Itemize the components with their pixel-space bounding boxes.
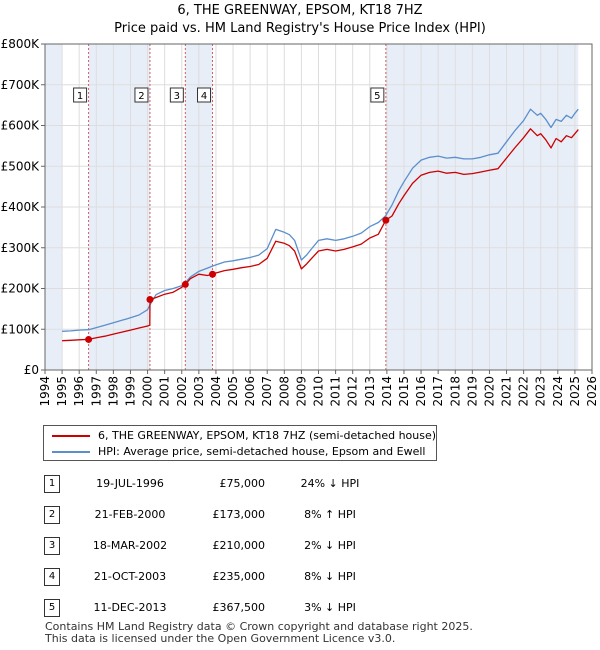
- footer-attribution: Contains HM Land Registry data © Crown c…: [45, 621, 473, 645]
- sale-point: [85, 335, 93, 343]
- transaction-date: 11-DEC-2013: [93, 601, 167, 614]
- price-chart: 1 2 3 4 5 £0 £100K £200K £300K £400K £500K £600K £7…: [1, 37, 599, 407]
- x-tick-label: 2020: [482, 376, 496, 407]
- x-tick-label: 1996: [72, 376, 86, 407]
- x-tick-label: 2005: [226, 376, 240, 407]
- transaction-price: £367,500: [212, 601, 266, 614]
- legend-swatch-property: [52, 435, 90, 437]
- x-tick-label: 2001: [158, 376, 172, 407]
- transaction-date: 21-FEB-2000: [94, 508, 166, 521]
- x-tick-label: 2002: [175, 376, 189, 407]
- sale-label-box: [134, 87, 149, 103]
- transaction-date: 18-MAR-2002: [92, 539, 168, 552]
- x-tick-label: 2017: [431, 376, 445, 407]
- x-tick-label: 2012: [346, 376, 360, 407]
- x-tick-label: 1994: [38, 376, 52, 407]
- x-tick-label: 2009: [294, 376, 308, 407]
- transaction-number: 4: [44, 568, 60, 586]
- x-tick-label: 1999: [123, 376, 137, 407]
- sale-label: 1: [77, 91, 83, 102]
- hpi-series-line: [62, 108, 579, 332]
- x-tick-label: 2016: [414, 376, 428, 407]
- y-tick-label: £400K: [1, 200, 41, 214]
- sale-point: [146, 296, 154, 304]
- sale-label: 3: [174, 91, 180, 102]
- transaction-number: 2: [44, 506, 60, 524]
- transaction-number: 1: [44, 475, 60, 493]
- y-tick-label: £300K: [1, 241, 41, 255]
- sale-label-box: [197, 87, 212, 103]
- sale-label-box: [73, 87, 88, 103]
- chart-subtitle: Price paid vs. HM Land Registry's House …: [114, 21, 486, 36]
- transaction-price: £235,000: [212, 570, 266, 583]
- y-tick-label: £0: [24, 363, 39, 377]
- y-tick-label: £200K: [1, 282, 41, 296]
- x-tick-label: 2025: [568, 376, 582, 407]
- x-tick-label: 2022: [517, 376, 531, 407]
- x-tick-label: 2004: [209, 376, 223, 407]
- sale-point: [181, 280, 189, 288]
- table-row: 1 19-JUL-1996 £75,000 24% ↓ HPI: [40, 475, 460, 493]
- x-tick-label: 1995: [55, 376, 69, 407]
- transaction-number: 5: [44, 599, 60, 617]
- legend-swatch-hpi: [52, 451, 90, 453]
- transaction-hpi-diff: 8% ↑ HPI: [304, 508, 356, 521]
- x-tick-label: 2024: [551, 376, 565, 407]
- x-tick-label: 2015: [397, 376, 411, 407]
- legend-label-property: 6, THE GREENWAY, EPSOM, KT18 7HZ (semi-d…: [98, 429, 437, 442]
- x-tick-label: 2008: [277, 376, 291, 407]
- transaction-hpi-diff: 24% ↓ HPI: [300, 477, 360, 490]
- legend-label-hpi: HPI: Average price, semi-detached house,…: [98, 445, 426, 458]
- sale-label-box: [169, 87, 184, 103]
- table-row: 4 21-OCT-2003 £235,000 8% ↓ HPI: [40, 568, 460, 586]
- y-tick-label: £500K: [1, 159, 41, 173]
- transaction-price: £173,000: [212, 508, 266, 521]
- chart-legend: 6, THE GREENWAY, EPSOM, KT18 7HZ (semi-d…: [43, 425, 437, 461]
- x-tick-label: 2026: [585, 376, 599, 407]
- transaction-price: £210,000: [212, 539, 266, 552]
- transaction-hpi-diff: 2% ↓ HPI: [304, 539, 356, 552]
- sale-label: 2: [138, 91, 144, 102]
- x-tick-label: 1997: [89, 376, 103, 407]
- y-tick-label: £100K: [1, 322, 41, 336]
- x-tick-label: 2010: [312, 376, 326, 407]
- x-tick-label: 2018: [448, 376, 462, 407]
- x-tick-label: 2006: [243, 376, 257, 407]
- x-tick-label: 2013: [363, 376, 377, 407]
- sale-point: [382, 216, 390, 224]
- transaction-hpi-diff: 8% ↓ HPI: [304, 570, 356, 583]
- table-row: 5 11-DEC-2013 £367,500 3% ↓ HPI: [40, 599, 460, 617]
- transaction-price: £75,000: [219, 477, 266, 490]
- x-tick-label: 1998: [106, 376, 120, 407]
- sale-label: 4: [201, 91, 207, 102]
- y-tick-label: £800K: [1, 37, 41, 51]
- transaction-hpi-diff: 3% ↓ HPI: [304, 601, 356, 614]
- sale-label-box: [370, 87, 385, 103]
- x-tick-label: 2011: [329, 376, 343, 407]
- x-tick-label: 2023: [534, 376, 548, 407]
- chart-title: 6, THE GREENWAY, EPSOM, KT18 7HZ: [177, 3, 423, 18]
- sale-label: 5: [374, 91, 380, 102]
- x-tick-label: 2000: [141, 376, 155, 407]
- x-tick-label: 2014: [380, 376, 394, 407]
- y-tick-label: £700K: [1, 78, 41, 92]
- footer-line: This data is licensed under the Open Gov…: [45, 632, 396, 645]
- transaction-number: 3: [44, 537, 60, 555]
- transaction-date: 19-JUL-1996: [96, 477, 164, 490]
- x-tick-label: 2003: [192, 376, 206, 407]
- x-tick-label: 2019: [465, 376, 479, 407]
- transaction-date: 21-OCT-2003: [93, 570, 167, 583]
- x-tick-label: 2021: [500, 376, 514, 407]
- table-row: 2 21-FEB-2000 £173,000 8% ↑ HPI: [40, 506, 460, 524]
- footer-line: Contains HM Land Registry data © Crown c…: [45, 620, 473, 633]
- table-row: 3 18-MAR-2002 £210,000 2% ↓ HPI: [40, 537, 460, 555]
- x-tick-label: 2007: [260, 376, 274, 407]
- sale-point: [209, 270, 217, 278]
- y-tick-label: £600K: [1, 119, 41, 133]
